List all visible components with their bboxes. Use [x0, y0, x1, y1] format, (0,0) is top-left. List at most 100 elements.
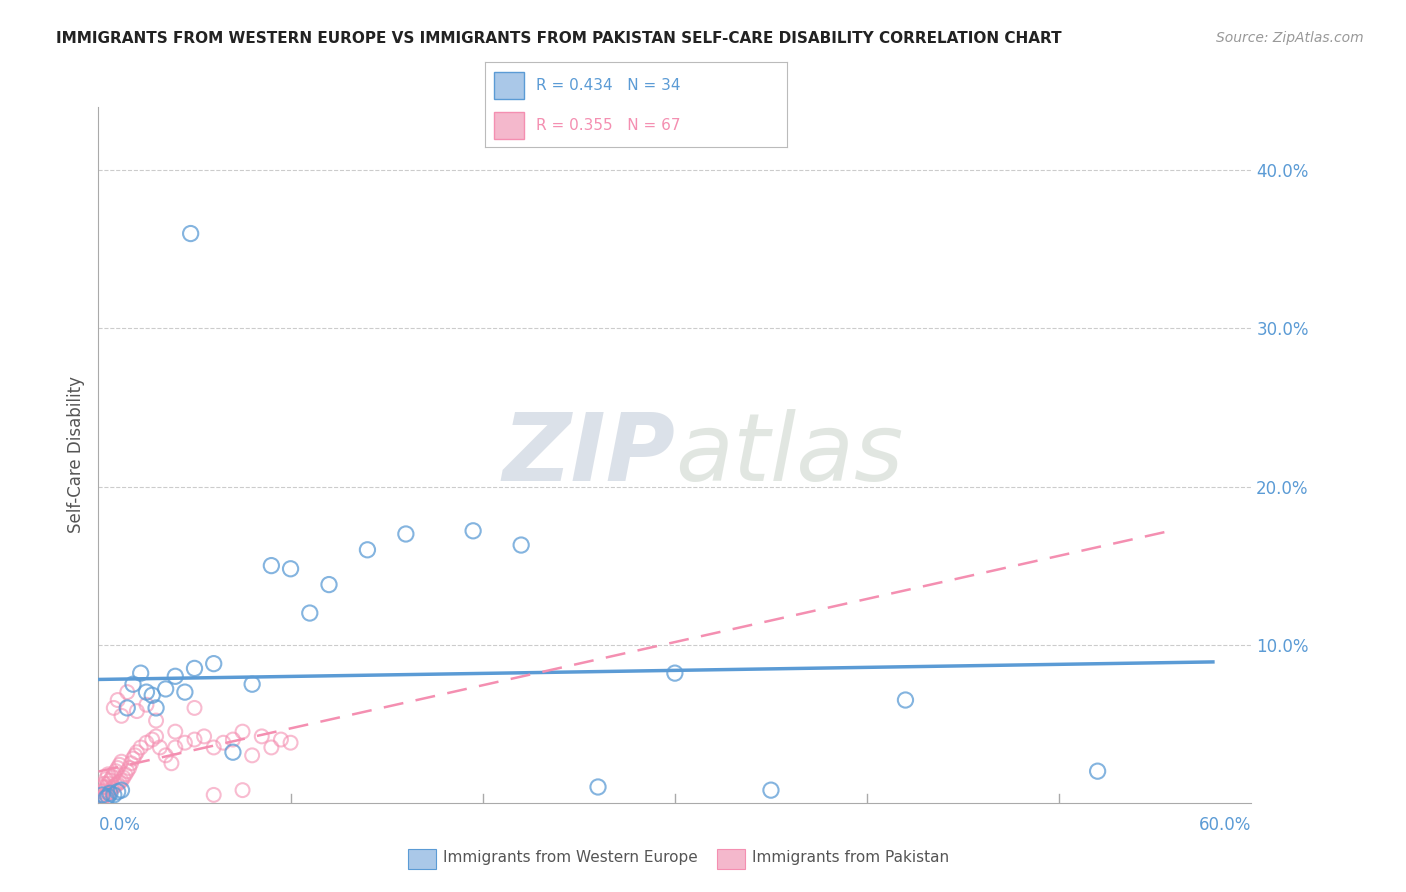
Point	[91, 785, 114, 799]
Point	[165, 740, 187, 755]
Point	[165, 669, 187, 683]
Point	[91, 791, 114, 805]
Text: IMMIGRANTS FROM WESTERN EUROPE VS IMMIGRANTS FROM PAKISTAN SELF-CARE DISABILITY : IMMIGRANTS FROM WESTERN EUROPE VS IMMIGR…	[56, 31, 1062, 46]
Point	[155, 681, 177, 696]
Text: atlas: atlas	[675, 409, 903, 500]
Point	[145, 701, 167, 715]
Point	[93, 789, 115, 804]
Point	[104, 778, 127, 792]
Point	[280, 736, 302, 750]
Point	[250, 730, 273, 744]
Point	[1087, 764, 1109, 779]
Point	[149, 740, 172, 755]
Point	[174, 685, 197, 699]
Point	[107, 693, 129, 707]
Point	[318, 577, 340, 591]
Point	[141, 732, 163, 747]
Point	[125, 745, 148, 759]
Point	[89, 788, 111, 802]
Point	[118, 761, 141, 775]
Point	[141, 688, 163, 702]
Point	[129, 740, 152, 755]
Point	[89, 792, 111, 806]
Point	[91, 780, 114, 794]
Point	[125, 704, 148, 718]
Point	[93, 783, 115, 797]
Y-axis label: Self-Care Disability: Self-Care Disability	[66, 376, 84, 533]
Point	[270, 732, 292, 747]
Point	[202, 657, 225, 671]
Point	[145, 730, 167, 744]
Point	[94, 772, 117, 786]
Point	[98, 786, 121, 800]
Point	[98, 773, 121, 788]
Point	[129, 666, 152, 681]
Point	[122, 677, 145, 691]
Point	[97, 777, 120, 791]
Text: R = 0.434   N = 34: R = 0.434 N = 34	[537, 78, 681, 93]
Point	[103, 788, 125, 802]
Point	[240, 748, 263, 763]
Point	[122, 751, 145, 765]
Point	[124, 748, 146, 763]
Point	[117, 685, 139, 699]
Point	[160, 756, 183, 771]
Bar	[494, 71, 524, 99]
Point	[260, 740, 283, 755]
Point	[114, 767, 136, 781]
Point	[104, 764, 127, 779]
Point	[110, 783, 132, 797]
Point	[97, 767, 120, 781]
Point	[298, 606, 321, 620]
Point	[461, 524, 484, 538]
Text: Source: ZipAtlas.com: Source: ZipAtlas.com	[1216, 31, 1364, 45]
Point	[280, 562, 302, 576]
Point	[135, 685, 157, 699]
Point	[759, 783, 782, 797]
Text: ZIP: ZIP	[502, 409, 675, 501]
Point	[222, 745, 245, 759]
Point	[165, 724, 187, 739]
Point	[117, 764, 139, 779]
Point	[231, 724, 254, 739]
Point	[183, 661, 205, 675]
Point	[108, 757, 131, 772]
Point	[120, 756, 142, 771]
Point	[103, 767, 125, 781]
Point	[155, 748, 177, 763]
Point	[222, 732, 245, 747]
Point	[174, 736, 197, 750]
Point	[231, 783, 254, 797]
Point	[98, 785, 121, 799]
Point	[135, 698, 157, 712]
Text: 0.0%: 0.0%	[98, 816, 141, 834]
Point	[103, 780, 125, 794]
Text: R = 0.355   N = 67: R = 0.355 N = 67	[537, 118, 681, 133]
Point	[94, 780, 117, 794]
Point	[183, 732, 205, 747]
Text: Immigrants from Pakistan: Immigrants from Pakistan	[752, 850, 949, 864]
Point	[193, 730, 215, 744]
Text: Immigrants from Western Europe: Immigrants from Western Europe	[443, 850, 697, 864]
Point	[110, 755, 132, 769]
Bar	[494, 112, 524, 139]
Point	[145, 714, 167, 728]
Point	[97, 786, 120, 800]
Point	[212, 736, 235, 750]
Point	[202, 740, 225, 755]
Point	[180, 227, 202, 241]
Point	[240, 677, 263, 691]
Point	[664, 666, 686, 681]
Point	[108, 775, 131, 789]
Point	[103, 701, 125, 715]
Point	[107, 785, 129, 799]
Point	[94, 788, 117, 802]
Point	[183, 701, 205, 715]
Point	[93, 777, 115, 791]
Point	[260, 558, 283, 573]
Point	[107, 761, 129, 775]
Text: 60.0%: 60.0%	[1199, 816, 1251, 834]
Point	[894, 693, 917, 707]
Point	[110, 708, 132, 723]
Point	[356, 542, 378, 557]
